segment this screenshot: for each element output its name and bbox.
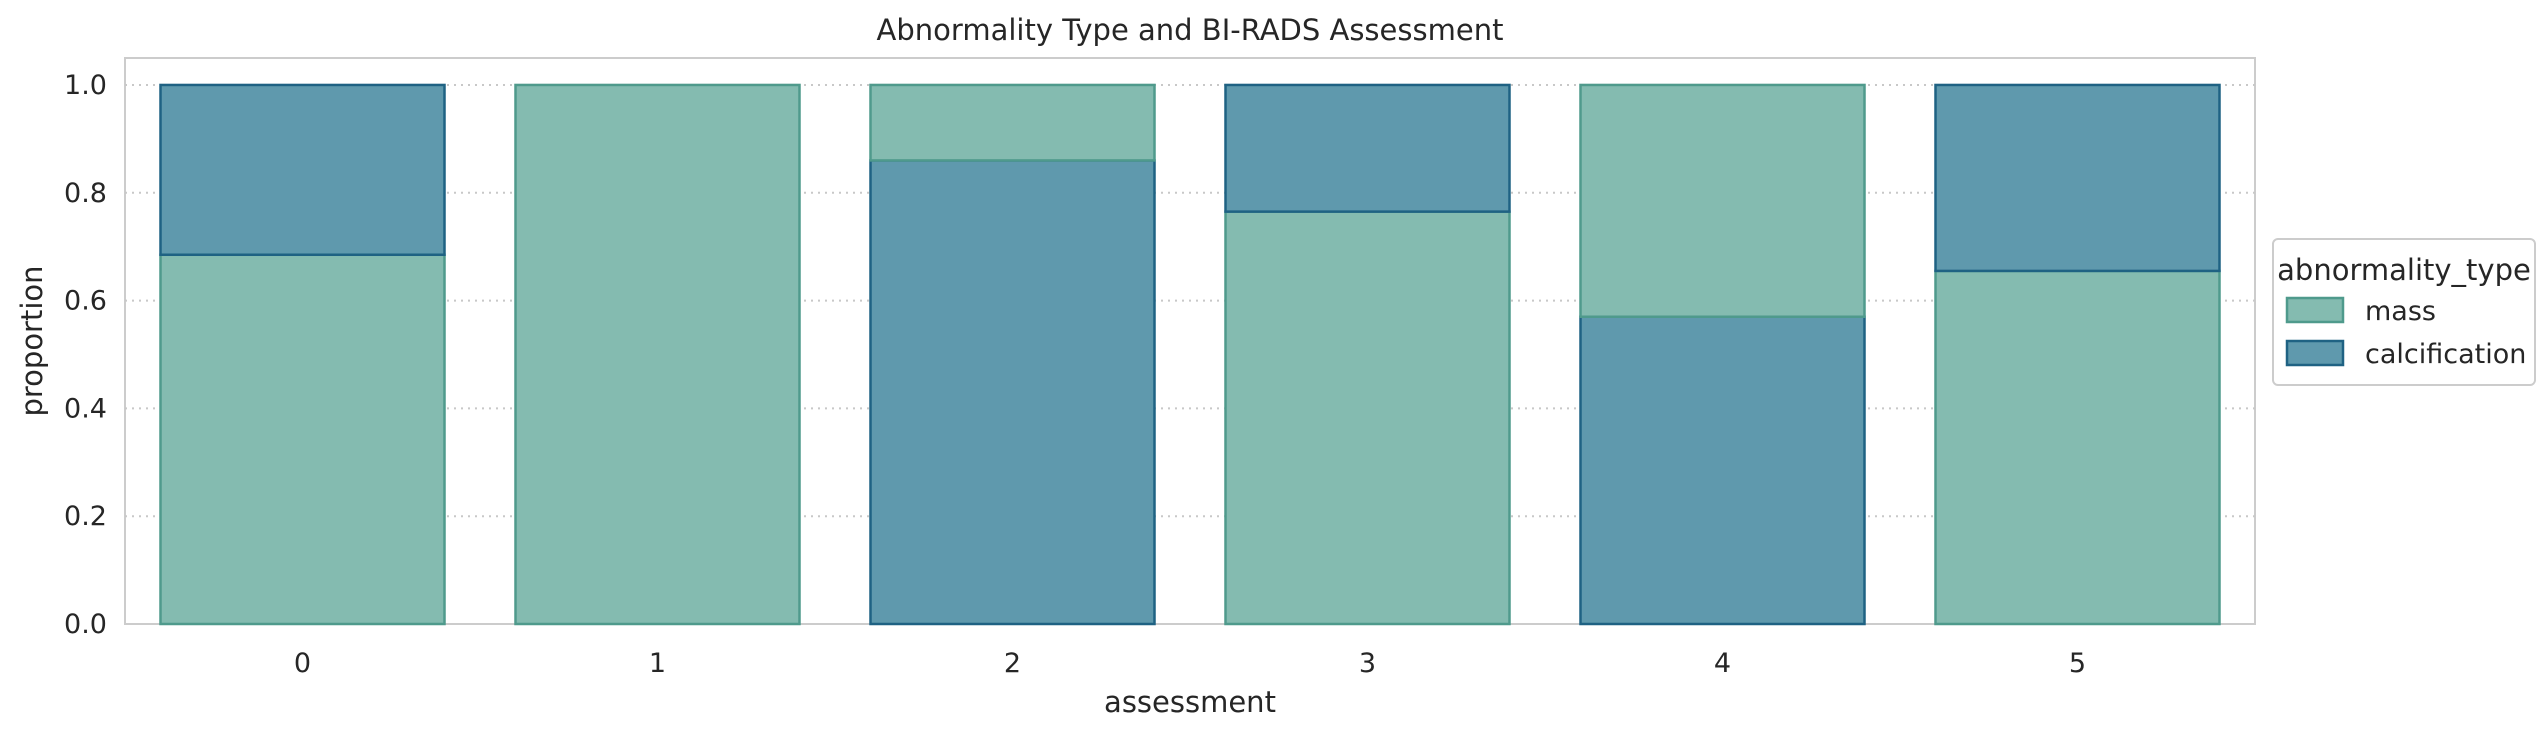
bar-calcification-3 xyxy=(1224,83,1511,213)
bar-mass-5 xyxy=(1934,269,2221,626)
y-tick-label: 1.0 xyxy=(64,70,107,101)
legend-label-calcification: calcification xyxy=(2365,339,2526,370)
x-axis-label: assessment xyxy=(1104,685,1276,719)
y-tick-label: 0.2 xyxy=(64,501,107,532)
legend-swatch-calcification xyxy=(2285,339,2345,367)
legend-label-mass: mass xyxy=(2365,296,2436,327)
bar-mass-2 xyxy=(869,83,1156,162)
plot-frame xyxy=(124,57,2256,625)
y-tick-label: 0.4 xyxy=(64,393,107,424)
legend-items: mass calcification xyxy=(2285,296,2526,370)
bar-mass-3 xyxy=(1224,210,1511,626)
y-axis-label: proportion xyxy=(15,265,49,416)
x-tick-label: 2 xyxy=(1004,648,1021,679)
bars xyxy=(159,83,2221,626)
legend: abnormality_type mass calcification xyxy=(2272,238,2536,386)
legend-title: abnormality_type xyxy=(2277,253,2531,287)
grid-lines xyxy=(125,83,2255,518)
x-tick-label: 1 xyxy=(649,648,666,679)
bar-mass-1 xyxy=(514,83,801,626)
y-tick-label: 0.8 xyxy=(64,178,107,209)
y-tick-label: 0.6 xyxy=(64,286,107,317)
x-tick-label: 5 xyxy=(2069,648,2086,679)
x-tick-label: 0 xyxy=(294,648,311,679)
y-tick-label: 0.0 xyxy=(64,609,107,640)
bar-calcification-4 xyxy=(1579,315,1866,626)
bar-mass-4 xyxy=(1579,83,1866,318)
legend-swatch-mass xyxy=(2285,296,2345,324)
chart-title: Abnormality Type and BI-RADS Assessment xyxy=(877,13,1504,47)
x-tick-labels: 0 1 2 3 4 5 xyxy=(294,648,2086,679)
y-tick-labels: 0.0 0.2 0.4 0.6 0.8 1.0 xyxy=(64,70,107,640)
bar-calcification-2 xyxy=(869,159,1156,626)
bar-mass-0 xyxy=(159,253,446,626)
x-tick-label: 3 xyxy=(1359,648,1376,679)
x-tick-label: 4 xyxy=(1714,648,1731,679)
bar-calcification-0 xyxy=(159,83,446,257)
bar-calcification-5 xyxy=(1934,83,2221,273)
